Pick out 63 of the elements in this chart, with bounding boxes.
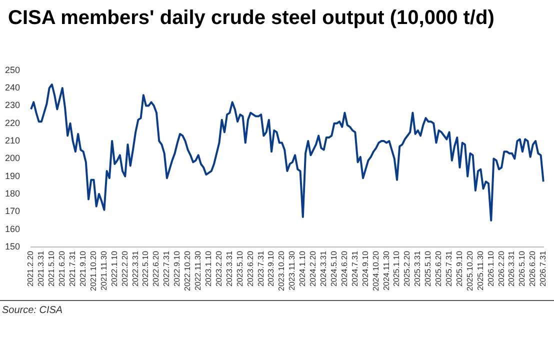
x-tick-label: 2022.1.10: [110, 250, 119, 287]
x-tick-label: 2024.5.10: [329, 250, 338, 287]
x-tick-label: 2025.7.31: [444, 250, 454, 287]
x-tick-label: 2025.1.10: [392, 250, 402, 287]
x-tick-label: 2024.1.10: [298, 250, 308, 287]
x-tick-label: 2023.7.31: [256, 250, 266, 287]
x-tick-label: 2023.1.10: [204, 250, 213, 287]
x-tick-label: 2023.3.31: [224, 250, 234, 287]
x-tick-label: 2025.6.20: [434, 250, 444, 287]
x-tick-label: 2026.3.31: [507, 250, 516, 287]
x-tick-label: 2021.11.30: [99, 250, 108, 290]
x-tick-label: 2023.10.20: [277, 250, 286, 292]
x-tick-label: 2024.3.31: [319, 250, 328, 287]
x-tick-label: 2021.2.20: [26, 250, 36, 287]
x-tick-label: 2025.5.10: [424, 250, 433, 287]
x-tick-label: 2022.3.31: [130, 250, 140, 287]
x-tick-label: 2024.11.30: [382, 250, 391, 290]
x-tick-label: 2022.2.20: [120, 250, 130, 287]
x-tick-label: 2023.9.10: [266, 250, 276, 287]
chart-title: CISA members' daily crude steel output (10,000 t/d): [8, 6, 496, 30]
x-tick-label: 2022.11.30: [194, 250, 203, 290]
x-tick-label: 2021.9.10: [78, 250, 88, 287]
x-tick-label: 2026.7.31: [538, 250, 548, 287]
y-tick-label: 230: [4, 100, 20, 110]
y-tick-label: 160: [4, 224, 20, 234]
y-tick-label: 180: [4, 188, 20, 198]
x-tick-label: 2022.9.10: [172, 250, 182, 287]
x-tick-label: 2021.10.20: [88, 250, 98, 292]
x-tick-label: 2023.11.30: [288, 250, 297, 290]
y-tick-label: 150: [4, 241, 20, 252]
x-tick-label: 2025.10.20: [465, 250, 474, 292]
x-tick-label: 2023.6.20: [246, 250, 255, 287]
source-note: Source: CISA: [2, 305, 63, 316]
x-tick-label: 2022.6.20: [152, 250, 161, 287]
y-tick-label: 200: [4, 153, 20, 164]
x-tick-label: 2024.6.20: [340, 250, 349, 287]
x-tick-label: 2022.10.20: [183, 250, 192, 292]
x-tick-label: 2024.7.31: [350, 250, 360, 287]
y-tick-label: 210: [4, 136, 20, 146]
x-tick-label: 2025.2.20: [402, 250, 412, 287]
x-tick-label: 2025.11.30: [476, 250, 485, 290]
x-tick-label: 2023.2.20: [214, 250, 224, 287]
x-tick-label: 2026.5.10: [518, 250, 527, 287]
x-tick-label: 2023.5.10: [235, 250, 244, 287]
x-tick-label: 2022.7.31: [162, 250, 172, 287]
x-tick-label: 2024.2.20: [308, 250, 318, 287]
x-tick-label: 2026.1.10: [486, 250, 496, 287]
x-tick-label: 2022.5.10: [141, 250, 150, 287]
x-tick-label: 2021.5.10: [47, 250, 56, 287]
y-tick-label: 240: [4, 82, 20, 93]
x-tick-label: 2026.6.20: [528, 250, 538, 287]
x-tick-label: 2024.9.10: [360, 250, 370, 287]
x-tick-label: 2021.3.31: [36, 250, 46, 287]
x-tick-label: 2021.6.20: [58, 250, 67, 287]
y-tick-label: 220: [4, 118, 20, 128]
x-tick-label: 2021.7.31: [68, 250, 78, 287]
x-tick-label: 2026.2.20: [496, 250, 506, 287]
y-tick-label: 170: [4, 206, 20, 216]
x-tick-label: 2025.9.10: [454, 250, 464, 287]
y-tick-label: 190: [4, 170, 20, 181]
x-tick-label: 2025.3.31: [413, 250, 422, 287]
y-tick-label: 250: [4, 64, 20, 75]
x-tick-label: 2024.10.20: [371, 250, 380, 292]
